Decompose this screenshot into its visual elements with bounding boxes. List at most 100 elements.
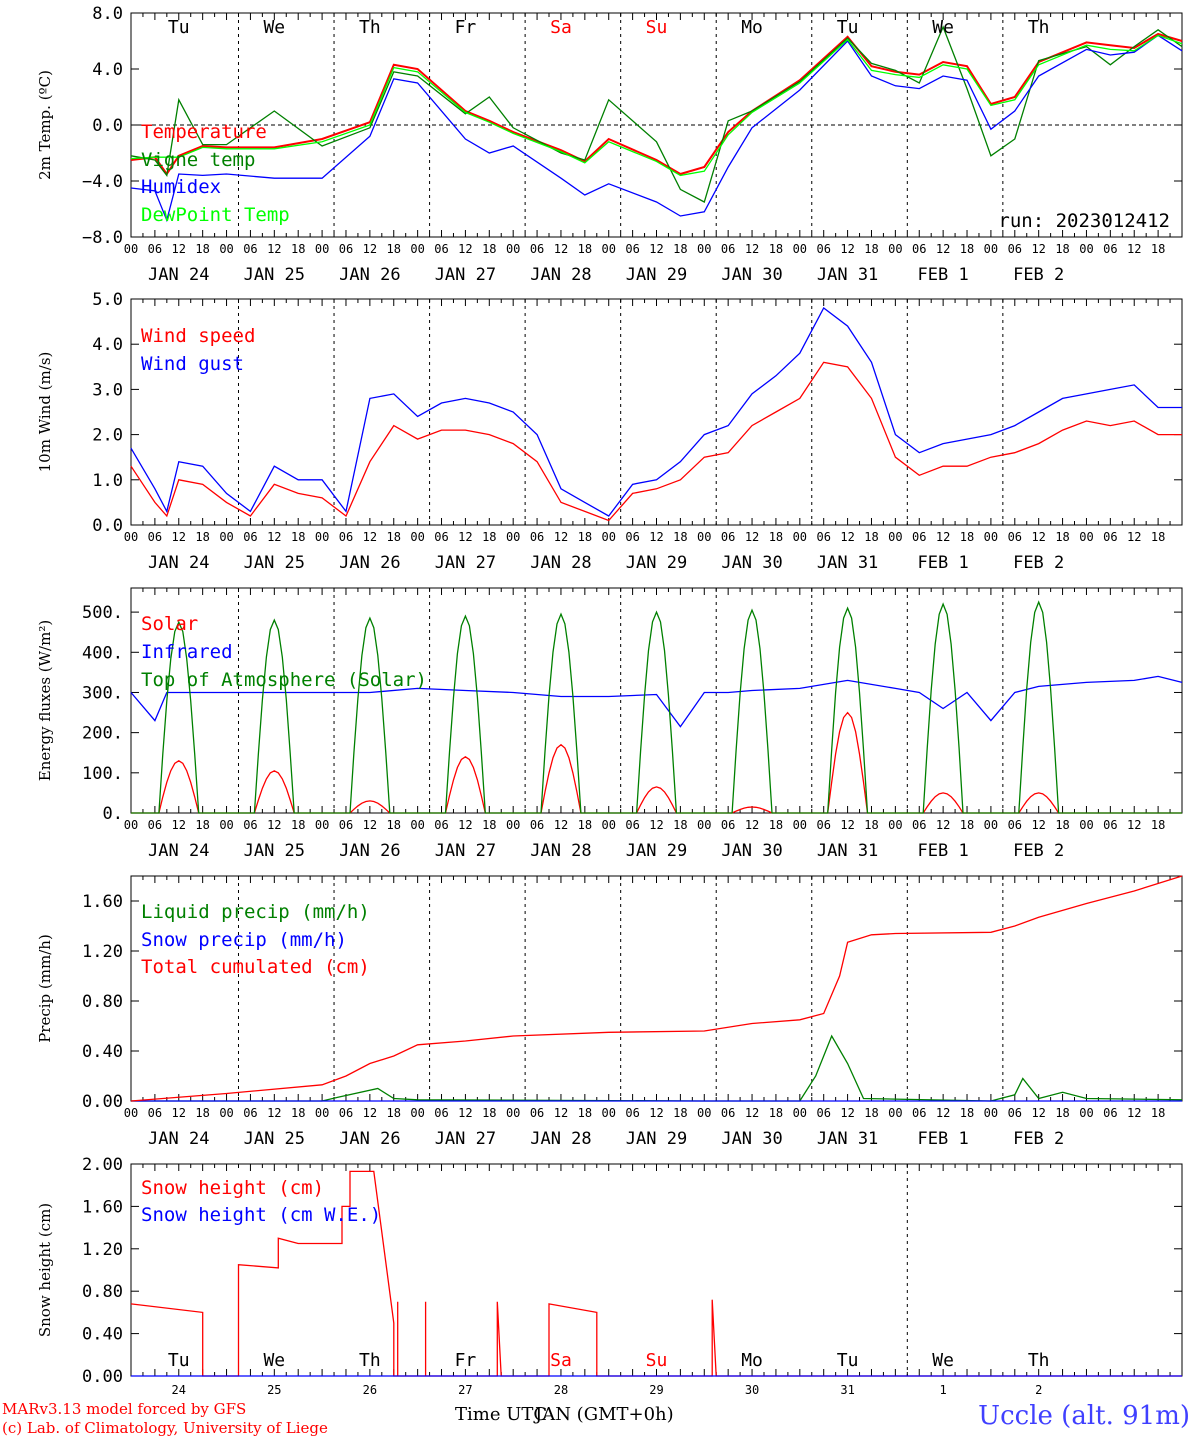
y-tick-label: 0.	[103, 804, 123, 824]
weekday-label: Th	[1028, 17, 1050, 38]
hour-label: 00	[888, 530, 902, 544]
y-tick-label: 5.0	[92, 290, 123, 310]
hour-label: 12	[649, 242, 663, 256]
series-line	[130, 875, 1183, 1102]
date-label: JAN 29	[626, 265, 687, 285]
hour-label: 18	[673, 1106, 687, 1120]
hour-label: 18	[864, 1106, 878, 1120]
plot-frame	[130, 298, 1183, 526]
date-label: JAN 29	[626, 1129, 687, 1149]
hour-label: 18	[864, 818, 878, 832]
hour-label: 00	[1079, 818, 1093, 832]
hour-label: 12	[363, 818, 377, 832]
date-label: JAN 28	[530, 841, 591, 861]
hour-label: 18	[1055, 818, 1069, 832]
weekday-label: Fr	[455, 1350, 477, 1371]
y-axis-label: Precip (mm/h)	[36, 934, 54, 1043]
date-label: JAN 25	[244, 841, 305, 861]
date-label: JAN 30	[721, 265, 782, 285]
hour-label: 12	[1127, 1106, 1141, 1120]
hour-label: 06	[1008, 530, 1022, 544]
hour-label: 00	[697, 530, 711, 544]
date-label: FEB 1	[918, 1129, 969, 1149]
day-number: 29	[649, 1383, 663, 1397]
hour-label: 18	[578, 530, 592, 544]
day-number: 31	[840, 1383, 854, 1397]
date-label: JAN 24	[148, 265, 209, 285]
y-tick-label: 0.40	[82, 1042, 123, 1062]
date-label: FEB 2	[1013, 553, 1064, 573]
date-label: JAN 31	[817, 553, 878, 573]
hour-label: 18	[578, 242, 592, 256]
hour-label: 12	[1127, 530, 1141, 544]
hour-label: 00	[506, 818, 520, 832]
y-tick-label: 100.	[82, 764, 123, 784]
hour-label: 06	[1008, 242, 1022, 256]
weekday-label: Su	[646, 1350, 668, 1371]
series-line	[131, 600, 1182, 814]
hour-label: 06	[339, 530, 353, 544]
hour-label: 06	[530, 242, 544, 256]
date-label: JAN 26	[339, 841, 400, 861]
hour-label: 18	[673, 530, 687, 544]
series-line	[130, 34, 1183, 177]
date-label: JAN 25	[244, 553, 305, 573]
hour-label: 00	[506, 242, 520, 256]
y-axis-label: 10m Wind (m/s)	[36, 352, 54, 473]
hour-label: 12	[745, 1106, 759, 1120]
hour-label: 18	[387, 818, 401, 832]
y-tick-label: 0.80	[82, 1282, 123, 1302]
legend-label: Solar	[141, 613, 198, 635]
hour-label: 06	[148, 530, 162, 544]
legend-label: DewPoint Temp	[141, 204, 290, 226]
hour-label: 06	[1103, 818, 1117, 832]
date-label: JAN 26	[339, 265, 400, 285]
date-label: JAN 30	[721, 553, 782, 573]
hour-label: 12	[840, 242, 854, 256]
hour-label: 12	[267, 818, 281, 832]
y-tick-label: 200.	[82, 724, 123, 744]
weekday-label: Tu	[168, 1350, 190, 1371]
date-label: JAN 24	[148, 553, 209, 573]
legend-label: Total cumulated (cm)	[141, 956, 370, 978]
hour-label: 18	[482, 1106, 496, 1120]
hour-label: 18	[482, 818, 496, 832]
hour-label: 06	[816, 818, 830, 832]
hour-label: 06	[530, 1106, 544, 1120]
weekday-label: We	[932, 17, 954, 38]
hour-label: 06	[1103, 1106, 1117, 1120]
plot-frame	[130, 587, 1183, 814]
hour-label: 06	[912, 530, 926, 544]
hour-label: 12	[745, 818, 759, 832]
hour-label: 00	[124, 530, 138, 544]
day-number: 27	[458, 1383, 472, 1397]
y-tick-label: 0.00	[82, 1092, 123, 1112]
legend-label: Snow precip (mm/h)	[141, 929, 347, 951]
date-label: FEB 2	[1013, 841, 1064, 861]
hour-label: 12	[172, 1106, 186, 1120]
hour-label: 00	[219, 530, 233, 544]
y-tick-label: 400.	[82, 643, 123, 663]
hour-label: 06	[721, 530, 735, 544]
hour-label: 06	[721, 242, 735, 256]
hour-label: 00	[793, 1106, 807, 1120]
hour-label: 06	[148, 818, 162, 832]
y-tick-label: 1.20	[82, 1240, 123, 1260]
y-tick-label: 1.20	[82, 942, 123, 962]
hour-label: 18	[864, 530, 878, 544]
hour-label: 06	[816, 530, 830, 544]
hour-label: 00	[602, 1106, 616, 1120]
hour-label: 18	[864, 242, 878, 256]
hour-label: 00	[1079, 1106, 1093, 1120]
y-axis-label: Energy fluxes (W/m²)	[36, 620, 54, 781]
hour-label: 00	[602, 818, 616, 832]
legend-label: Wind speed	[141, 325, 255, 347]
hour-label: 12	[267, 530, 281, 544]
hour-label: 18	[673, 818, 687, 832]
y-tick-label: 1.60	[82, 1197, 123, 1217]
hour-label: 06	[625, 1106, 639, 1120]
hour-label: 06	[434, 242, 448, 256]
hour-label: 18	[387, 242, 401, 256]
hour-label: 00	[219, 818, 233, 832]
hour-label: 12	[172, 818, 186, 832]
